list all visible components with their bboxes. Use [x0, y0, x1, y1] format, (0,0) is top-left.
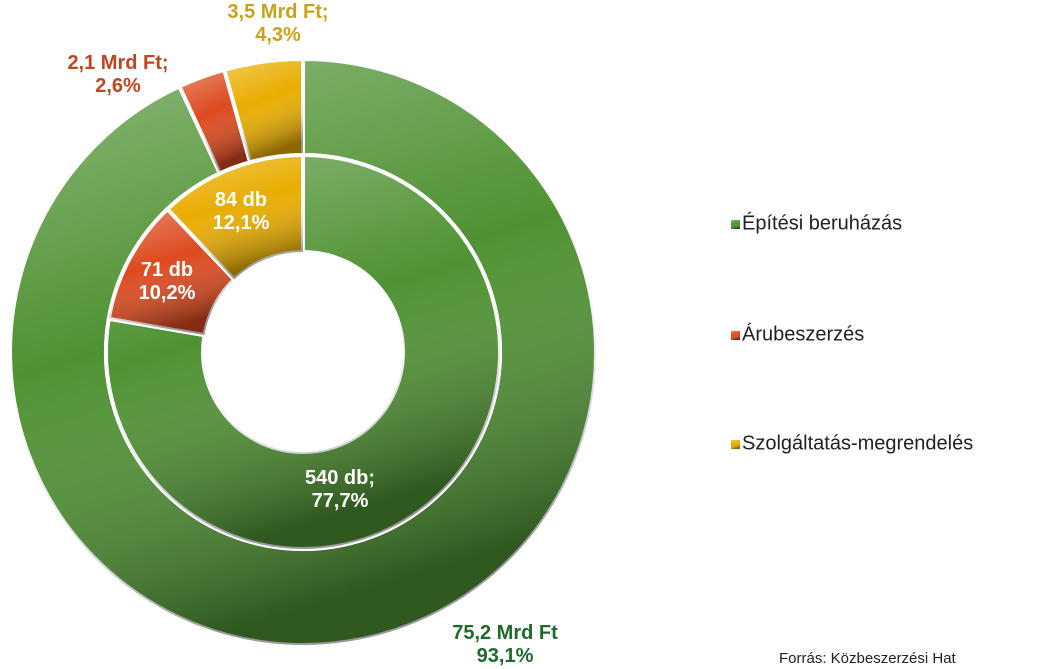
value-label: 71 db	[141, 259, 193, 281]
value-label: 2,1 Mrd Ft;	[67, 52, 168, 74]
data-label: 75,2 Mrd Ft 93,1%	[452, 622, 558, 667]
value-label: 84 db	[215, 189, 267, 211]
percent-label: 4,3%	[255, 24, 301, 46]
legend-swatch-shade	[731, 220, 740, 229]
source: Forrás: Közbeszerzési Hat	[779, 650, 957, 667]
legend-label: Szolgáltatás-megrendelés	[742, 432, 973, 454]
legend-label: Árubeszerzés	[742, 322, 864, 345]
percent-label: 12,1%	[213, 212, 270, 234]
value-label: 75,2 Mrd Ft	[452, 622, 558, 644]
data-label: 2,1 Mrd Ft; 2,6%	[67, 52, 168, 97]
percent-label: 10,2%	[139, 282, 196, 304]
value-label: 3,5 Mrd Ft;	[227, 1, 328, 23]
data-label: 3,5 Mrd Ft; 4,3%	[227, 1, 328, 46]
legend-swatch-shade	[731, 440, 740, 449]
legend-label: Építési beruházás	[742, 211, 902, 234]
legend-swatch-shade	[731, 331, 740, 340]
data-label: 84 db 12,1%	[213, 189, 270, 234]
percent-label: 93,1%	[477, 645, 534, 667]
data-label: 71 db 10,2%	[139, 259, 196, 304]
value-label: 540 db;	[305, 467, 375, 489]
percent-label: 2,6%	[95, 75, 141, 97]
percent-label: 77,7%	[312, 490, 369, 512]
data-label: 540 db; 77,7%	[305, 467, 375, 512]
